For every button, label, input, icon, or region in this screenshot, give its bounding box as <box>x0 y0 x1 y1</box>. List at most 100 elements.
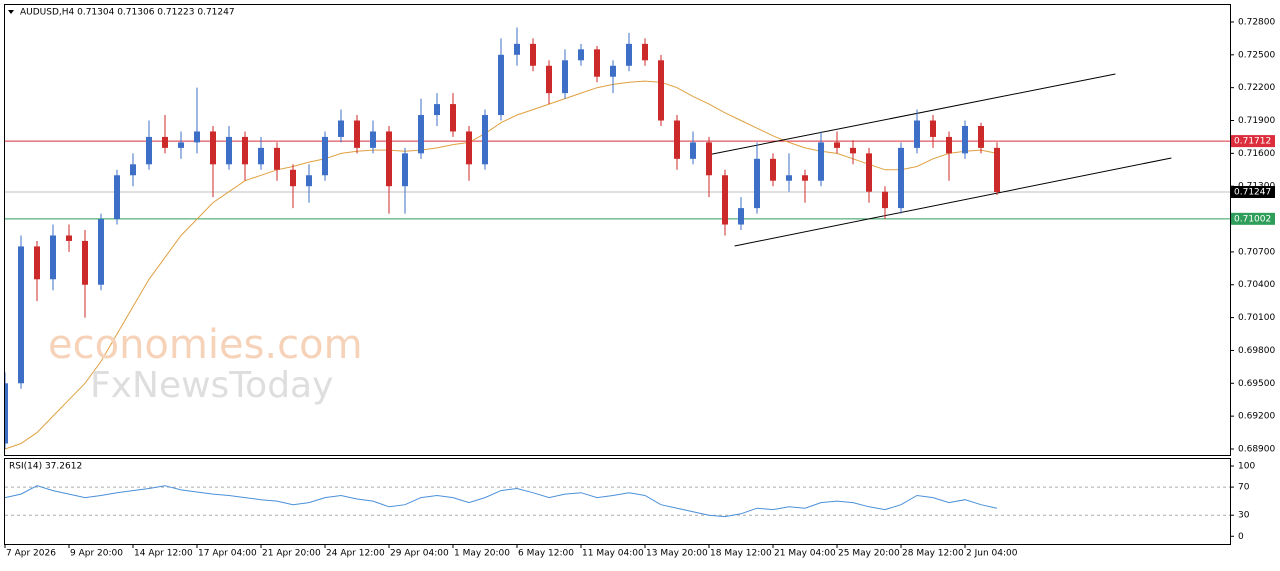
candle-body <box>498 54 504 116</box>
candle-body <box>914 120 920 148</box>
candle-body <box>594 49 600 77</box>
candle-body <box>18 246 24 384</box>
rsi-line <box>4 485 998 518</box>
candle-body <box>578 49 584 61</box>
x-tick-label: 25 May 20:00 <box>838 549 900 559</box>
rsi-tick-label: 70 <box>1238 483 1250 493</box>
main-frame <box>4 4 1231 456</box>
candle-body <box>802 175 808 181</box>
candle-body <box>818 142 824 181</box>
candle-body <box>338 120 344 137</box>
trendline <box>734 157 1172 247</box>
y-tick-label: 0.72500 <box>1238 50 1275 60</box>
x-tick-label: 29 Apr 04:00 <box>390 549 449 559</box>
x-tick-label: 21 Apr 20:00 <box>262 549 321 559</box>
y-tick-label: 0.69500 <box>1238 379 1275 389</box>
x-tick-label: 24 Apr 12:00 <box>326 549 385 559</box>
candle-body <box>146 136 152 165</box>
rsi-label: RSI(14) 37.2612 <box>9 462 82 472</box>
candle-body <box>434 104 440 116</box>
candle-body <box>402 153 408 187</box>
rsi-tick-label: 30 <box>1238 511 1250 521</box>
rsi-tick-label: 0 <box>1238 532 1244 542</box>
candle-body <box>834 142 840 148</box>
watermark-text: economies.com <box>48 322 363 368</box>
candle-body <box>34 246 40 280</box>
candle-body <box>866 153 872 192</box>
y-tick-label: 0.71600 <box>1238 149 1275 159</box>
candle-body <box>850 147 856 154</box>
price-label: 0.71002 <box>1234 214 1271 224</box>
candle-body <box>66 235 72 241</box>
chart-title: AUDUSD,H4 0.71304 0.71306 0.71223 0.7124… <box>20 8 235 18</box>
x-tick-label: 7 Apr 2026 <box>6 549 56 559</box>
price-label-box <box>1231 186 1275 199</box>
plot-area <box>5 27 1230 450</box>
candle-body <box>274 147 280 170</box>
candle-body <box>898 147 904 209</box>
candle-body <box>98 219 104 285</box>
candle-body <box>882 191 888 209</box>
candle-body <box>290 169 296 187</box>
x-tick-label: 11 May 04:00 <box>582 549 644 559</box>
candle-body <box>674 120 680 159</box>
rsi-frame <box>4 458 1231 545</box>
candle-body <box>50 235 56 280</box>
y-tick-label: 0.68900 <box>1238 444 1275 454</box>
y-tick-label: 0.70700 <box>1238 247 1275 257</box>
candle-body <box>370 131 376 148</box>
x-tick-label: 14 Apr 12:00 <box>134 549 193 559</box>
candle-body <box>178 142 184 148</box>
candle-body <box>722 175 728 225</box>
candle-body <box>418 115 424 154</box>
y-tick-label: 0.70400 <box>1238 280 1275 290</box>
candle-body <box>322 136 328 176</box>
candle-body <box>5 383 8 444</box>
candle-body <box>546 65 552 94</box>
candle-body <box>610 65 616 77</box>
price-label-box <box>1231 135 1275 148</box>
candle-body <box>482 115 488 165</box>
y-tick-label: 0.69200 <box>1238 412 1275 422</box>
candle-body <box>978 125 984 148</box>
candle-body <box>258 147 264 165</box>
x-tick-label: 2 Jun 04:00 <box>966 549 1018 559</box>
x-tick-label: 6 May 12:00 <box>518 549 574 559</box>
candle-body <box>706 142 712 176</box>
candle-body <box>514 43 520 55</box>
candle-body <box>962 125 968 154</box>
y-tick-label: 0.72200 <box>1238 83 1275 93</box>
x-tick-label: 28 May 12:00 <box>902 549 964 559</box>
candle-body <box>658 60 664 121</box>
candle-body <box>386 131 392 187</box>
x-tick-label: 18 May 12:00 <box>710 549 772 559</box>
candle-body <box>738 208 744 225</box>
candle-body <box>530 43 536 66</box>
y-tick-label: 0.70100 <box>1238 313 1275 323</box>
x-tick-label: 17 Apr 04:00 <box>198 549 257 559</box>
candle-body <box>562 60 568 94</box>
price-label-box <box>1231 212 1275 225</box>
price-label: 0.71712 <box>1234 137 1271 147</box>
candle-body <box>946 136 952 154</box>
x-tick-label: 21 May 04:00 <box>774 549 836 559</box>
x-tick-label: 9 Apr 20:00 <box>70 549 123 559</box>
y-tick-label: 0.71900 <box>1238 116 1275 126</box>
candle-body <box>114 175 120 220</box>
candle-body <box>130 164 136 176</box>
y-tick-label: 0.69800 <box>1238 346 1275 356</box>
candle-body <box>242 136 248 165</box>
candle-body <box>930 120 936 137</box>
moving-average <box>5 80 998 450</box>
candle-body <box>690 142 696 159</box>
y-tick-label: 0.72800 <box>1238 17 1275 27</box>
menu-arrow[interactable] <box>8 10 14 14</box>
candle-body <box>754 158 760 209</box>
candle-body <box>194 131 200 143</box>
candle-body <box>306 175 312 187</box>
candle-body <box>226 136 232 165</box>
x-tick-label: 1 May 20:00 <box>454 549 510 559</box>
candle-body <box>162 136 168 148</box>
watermark-text: FxNewsToday <box>90 365 333 406</box>
